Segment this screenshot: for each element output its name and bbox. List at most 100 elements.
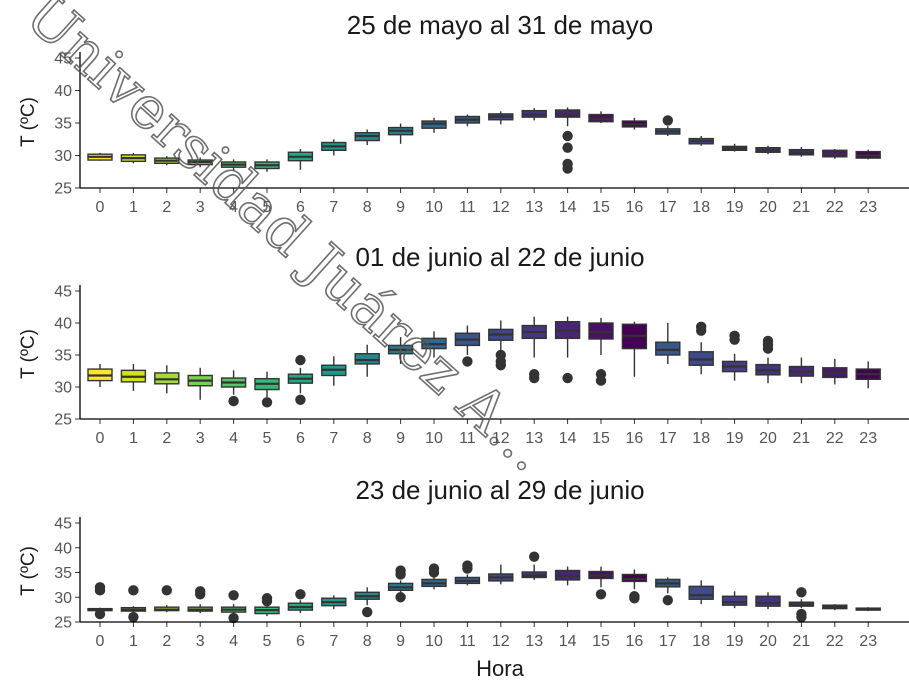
x-tick-label: 16 (626, 633, 644, 650)
outlier-point (529, 551, 540, 562)
box-hour-4 (220, 159, 247, 172)
box-hour-9 (387, 123, 414, 144)
x-tick-label: 8 (363, 633, 372, 650)
x-tick-label: 8 (363, 199, 372, 216)
box-hour-11 (454, 325, 481, 367)
box-hour-11 (454, 114, 481, 127)
box-iqr (554, 109, 581, 118)
outlier-point (94, 608, 106, 620)
x-tick-label: 12 (492, 633, 510, 650)
x-tick-label: 10 (425, 199, 443, 216)
box-hour-21 (788, 587, 815, 623)
box-hour-6 (287, 589, 314, 614)
x-tick-label: 9 (396, 633, 405, 650)
x-tick-label: 20 (759, 633, 777, 650)
y-tick-label: 35 (54, 116, 72, 133)
box-hour-9 (387, 565, 414, 603)
box-hour-16 (621, 569, 648, 604)
outlier-point (395, 569, 406, 580)
x-tick-label: 13 (525, 199, 543, 216)
box-hour-16 (621, 117, 648, 130)
x-tick-label: 22 (826, 199, 844, 216)
x-tick-label: 7 (329, 430, 338, 447)
x-tick-label: 23 (859, 199, 877, 216)
box-hour-2 (154, 585, 180, 613)
x-axis-label: Hora (476, 656, 524, 681)
box-hour-2 (154, 156, 180, 166)
box-iqr (655, 341, 681, 356)
box-hour-0 (87, 363, 113, 387)
x-tick-label: 16 (626, 430, 644, 447)
x-tick-label: 17 (659, 633, 677, 650)
x-tick-label: 14 (559, 430, 577, 447)
x-tick-label: 1 (129, 199, 138, 216)
panel-25-mayo-31-mayo: 25 de mayo al 31 de mayo T (ºC) 25303540… (18, 10, 909, 216)
box-hour-5 (254, 371, 280, 408)
box-hour-6 (287, 354, 314, 405)
box-hour-14 (554, 107, 581, 174)
outlier-point (228, 395, 239, 407)
y-tick-label: 25 (54, 615, 72, 632)
x-tick-label: 3 (196, 430, 205, 447)
x-tick-label: 4 (229, 633, 238, 650)
box-hour-22 (822, 149, 848, 159)
box-hour-20 (755, 335, 781, 384)
y-tick-label: 30 (54, 148, 72, 165)
outlier-point (94, 585, 106, 596)
box-hour-21 (788, 357, 815, 384)
outlier-point (295, 589, 306, 600)
box-hour-18 (688, 321, 714, 375)
outlier-point (462, 563, 473, 574)
outlier-point (729, 334, 740, 345)
box-hour-17 (655, 323, 681, 364)
panel-23-junio-29-junio: 23 de junio al 29 de junio T (ºC) 253035… (18, 475, 909, 681)
x-tick-label: 19 (726, 633, 744, 650)
x-tick-label: 23 (859, 430, 877, 447)
box-hour-8 (354, 344, 380, 377)
y-tick-label: 35 (54, 348, 72, 365)
x-tick-label: 19 (726, 199, 744, 216)
x-tick-label: 12 (492, 199, 510, 216)
outlier-point (762, 343, 774, 354)
box-hour-12 (488, 111, 514, 125)
outlier-point (195, 589, 206, 600)
outlier-point (495, 360, 506, 371)
box-hour-3 (187, 157, 213, 168)
x-tick-label: 15 (592, 430, 610, 447)
outlier-point (462, 356, 473, 367)
box-hour-23 (855, 607, 881, 612)
outlier-point (696, 325, 707, 336)
outlier-point (362, 606, 373, 618)
x-tick-label: 0 (96, 199, 105, 216)
y-tick-label: 25 (54, 412, 72, 429)
x-tick-label: 13 (525, 633, 543, 650)
y-axis-label: T (ºC) (18, 546, 39, 596)
box-hour-7 (321, 356, 347, 386)
x-tick-label: 18 (692, 199, 710, 216)
panel-title: 01 de junio al 22 de junio (355, 242, 644, 272)
box-hour-3 (187, 367, 213, 400)
x-tick-label: 8 (363, 430, 372, 447)
x-tick-label: 3 (196, 199, 205, 216)
box-hour-3 (187, 586, 213, 614)
box-hour-16 (621, 321, 648, 377)
box-iqr (688, 585, 714, 600)
x-tick-label: 11 (459, 633, 476, 650)
panel-title: 23 de junio al 29 de junio (355, 475, 644, 505)
x-tick-label: 15 (592, 633, 610, 650)
x-tick-label: 16 (626, 199, 644, 216)
panel-01-junio-22-junio: 01 de junio al 22 de junio T (ºC) 253035… (18, 242, 909, 447)
outlier-point (796, 611, 807, 623)
x-tick-label: 21 (793, 633, 811, 650)
outlier-point (295, 354, 306, 366)
outlier-point (228, 590, 239, 601)
box-hour-4 (220, 370, 247, 407)
x-tick-label: 6 (296, 199, 305, 216)
x-tick-label: 7 (329, 633, 338, 650)
x-tick-label: 10 (425, 633, 443, 650)
x-tick-label: 6 (296, 633, 305, 650)
x-tick-label: 0 (96, 430, 105, 447)
box-hour-10 (421, 563, 447, 590)
box-hour-21 (788, 147, 815, 157)
x-tick-label: 22 (826, 430, 844, 447)
